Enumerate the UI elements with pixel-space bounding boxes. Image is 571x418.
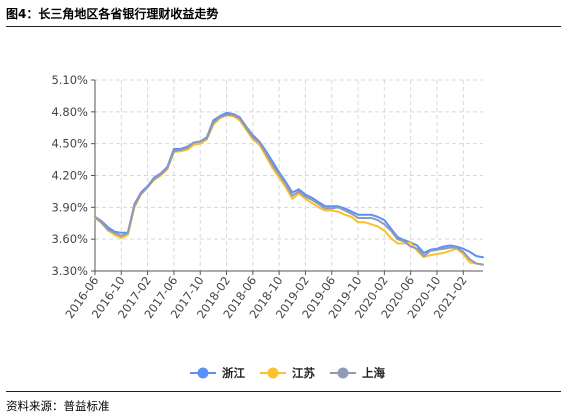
y-tick-label: 3.90% xyxy=(51,200,88,214)
y-tick-label: 3.60% xyxy=(51,232,88,246)
legend-marker xyxy=(337,367,349,379)
grid-lines xyxy=(94,79,483,271)
y-tick-label: 5.10% xyxy=(51,73,88,87)
x-axis: 2016-062016-102017-022017-062017-102018-… xyxy=(62,270,483,321)
figure-title: 图4：长三角地区各省银行理财收益走势 xyxy=(6,7,219,21)
legend-label: 江苏 xyxy=(292,366,315,380)
source-rule xyxy=(6,391,561,392)
y-axis: 5.10% 4.80% 4.50% 4.20% 3.90% 3.60% 3.30% xyxy=(51,73,96,278)
legend-marker xyxy=(197,367,209,379)
legend: 浙江 江苏 上海 xyxy=(190,366,385,380)
legend-label: 浙江 xyxy=(222,366,245,380)
series-lines xyxy=(94,111,484,266)
y-tick-label: 3.30% xyxy=(51,264,88,278)
y-tick-label: 4.20% xyxy=(51,169,88,183)
title-rule xyxy=(6,26,561,27)
legend-label: 上海 xyxy=(362,366,385,380)
legend-marker xyxy=(267,367,279,379)
y-tick-label: 4.50% xyxy=(51,137,88,151)
series-line-3 xyxy=(94,114,484,266)
series-line-1 xyxy=(94,111,484,259)
y-tick-label: 4.80% xyxy=(51,105,88,119)
figure-source: 资料来源：普益标准 xyxy=(6,399,110,413)
